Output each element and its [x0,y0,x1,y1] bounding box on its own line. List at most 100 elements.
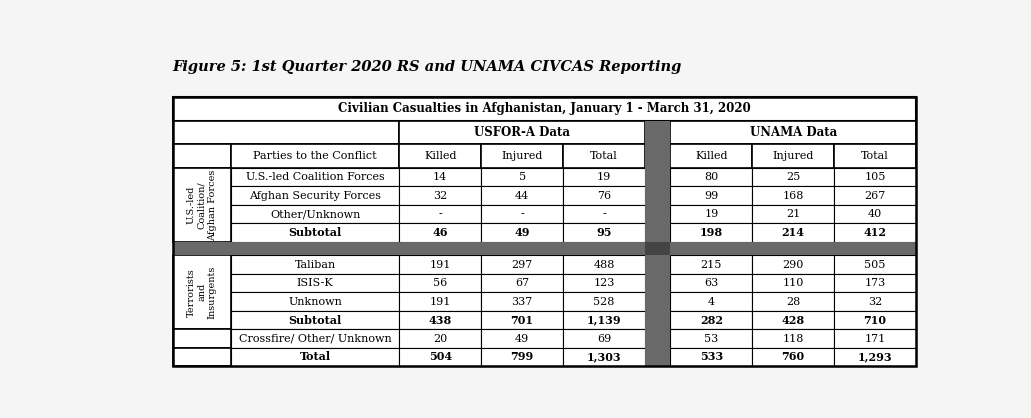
Bar [481,329,563,348]
Bar [753,274,834,292]
Text: 40: 40 [868,209,883,219]
Text: 32: 32 [868,296,883,306]
Bar [563,186,644,205]
Text: 25: 25 [786,172,800,182]
Bar [563,274,644,292]
Bar [481,144,563,168]
Text: 504: 504 [429,352,452,362]
Text: 438: 438 [429,314,452,326]
Bar [563,255,644,274]
Bar [563,223,644,242]
Text: 215: 215 [701,260,722,270]
Bar [834,168,916,186]
Bar [644,255,670,274]
Text: 46: 46 [432,227,448,238]
Bar [481,223,563,242]
Text: 105: 105 [864,172,886,182]
Text: 290: 290 [783,260,804,270]
Bar [644,348,670,366]
Text: U.S.-led Coalition Forces: U.S.-led Coalition Forces [245,172,385,182]
Text: 95: 95 [596,227,611,238]
Text: 118: 118 [783,334,804,344]
Bar [834,223,916,242]
Bar [173,120,399,144]
Text: UNAMA Data: UNAMA Data [750,126,837,139]
Bar [173,348,231,366]
Bar [753,292,834,311]
Bar [563,168,644,186]
Text: 20: 20 [433,334,447,344]
Text: ISIS-K: ISIS-K [297,278,334,288]
Bar [670,329,753,348]
Bar [644,274,670,292]
Bar [231,223,399,242]
Bar [231,144,399,168]
Bar [399,120,644,144]
Bar [670,292,753,311]
Text: Subtotal: Subtotal [289,227,342,238]
Text: 56: 56 [433,278,447,288]
Bar [753,329,834,348]
Bar [481,168,563,186]
Bar [231,311,399,329]
Bar [399,186,481,205]
Text: 32: 32 [433,191,447,201]
Bar [481,311,563,329]
Bar [834,205,916,223]
Bar [173,329,231,348]
Bar [753,205,834,223]
Bar [173,242,916,255]
Bar [231,348,399,366]
Text: 168: 168 [783,191,804,201]
Bar [670,120,916,144]
Bar [644,311,670,329]
Bar [231,186,399,205]
Text: 214: 214 [781,227,804,238]
Bar [399,274,481,292]
Text: 710: 710 [864,314,887,326]
Text: Crossfire/ Other/ Unknown: Crossfire/ Other/ Unknown [239,334,392,344]
Text: 1,303: 1,303 [587,352,622,362]
Text: 53: 53 [704,334,719,344]
Bar [644,120,670,168]
Text: -: - [438,209,442,219]
Text: 28: 28 [786,296,800,306]
Text: 799: 799 [510,352,534,362]
Text: 533: 533 [700,352,723,362]
Text: Killed: Killed [424,151,457,161]
Bar [399,329,481,348]
Bar [670,348,753,366]
Bar [563,292,644,311]
Bar [231,292,399,311]
Text: 44: 44 [514,191,529,201]
Text: 528: 528 [593,296,614,306]
Bar [481,292,563,311]
Bar [399,255,481,274]
Text: Terrorists
and
Insurgents: Terrorists and Insurgents [187,265,217,319]
Bar [173,168,231,242]
Bar [399,168,481,186]
Bar [753,255,834,274]
Bar [231,274,399,292]
Bar [563,205,644,223]
Bar [231,255,399,274]
Text: 80: 80 [704,172,719,182]
Text: 63: 63 [704,278,719,288]
Bar [481,348,563,366]
Text: 76: 76 [597,191,611,201]
Bar [670,274,753,292]
Bar [753,311,834,329]
Text: 123: 123 [593,278,614,288]
Bar [399,205,481,223]
Text: 282: 282 [700,314,723,326]
Bar [399,292,481,311]
Bar [753,168,834,186]
Text: Unknown: Unknown [289,296,342,306]
Text: Taliban: Taliban [295,260,336,270]
Bar [670,186,753,205]
Bar [481,274,563,292]
Bar [481,255,563,274]
Bar [644,329,670,348]
Bar [670,311,753,329]
Bar [481,205,563,223]
